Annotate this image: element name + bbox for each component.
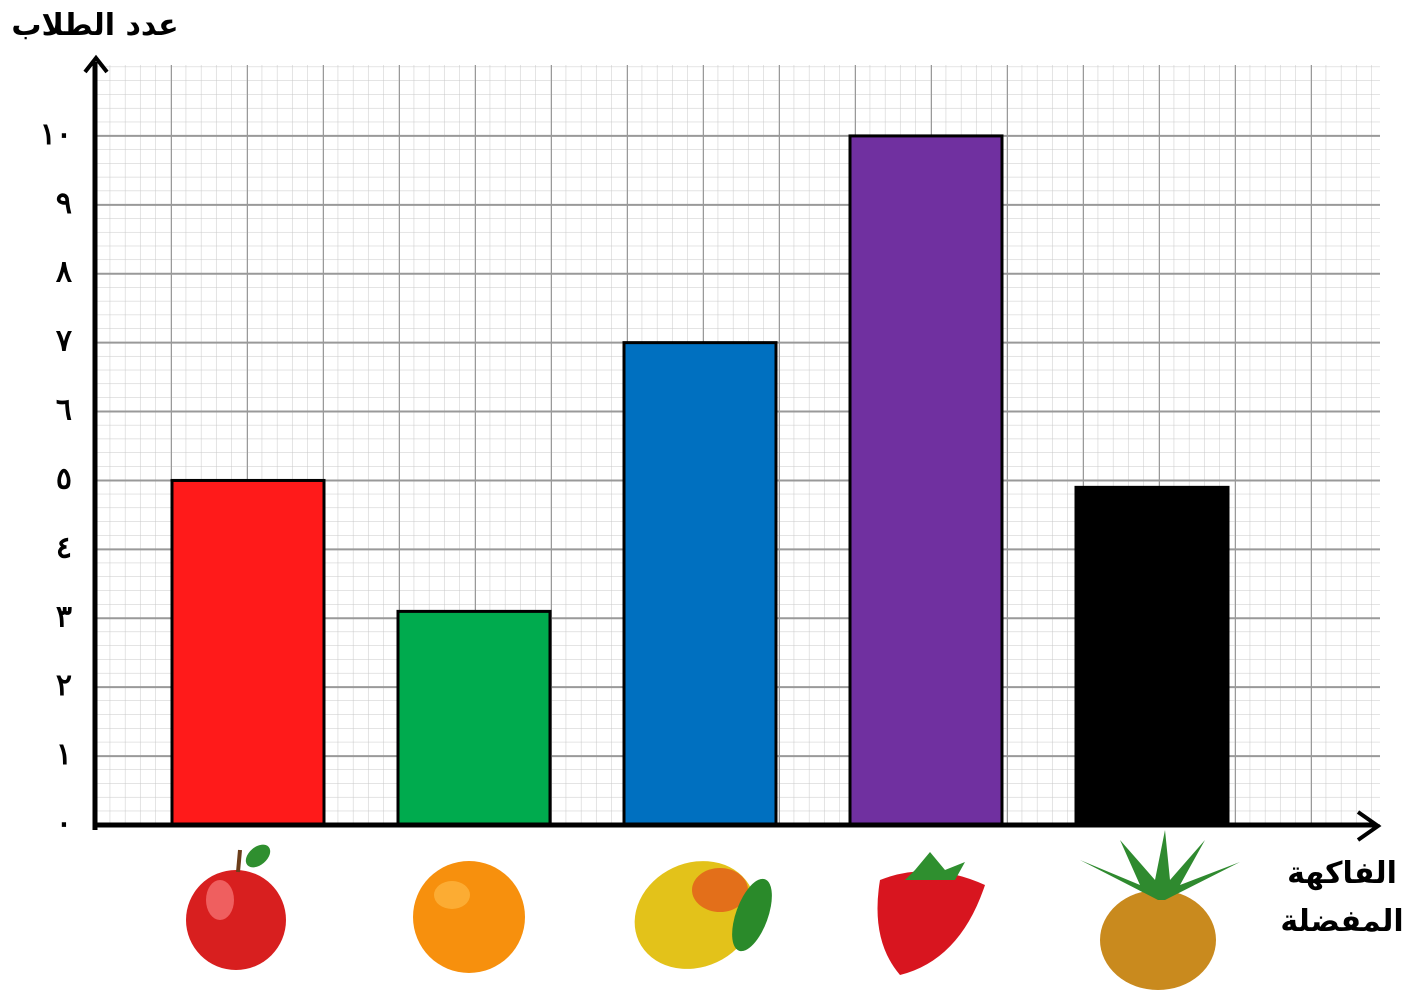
y-tick-label: ٣ [56,599,72,634]
y-tick-label: ١٠ [40,117,72,152]
orange-icon [413,861,525,973]
pineapple-icon [1080,830,1240,990]
y-axis-arrow [83,54,109,74]
bar [396,609,552,827]
bar [622,341,778,827]
y-tick-label: ٧ [56,324,73,359]
y-tick-label: ٩ [56,186,72,221]
y-axis-title: عدد الطلاب [11,8,179,43]
tick-group: ٠ ١ ٢ ٣ ٤ ٥ ٦ ٧ ٨ ٩ ١٠ [40,117,73,841]
y-tick-label: ٢ [56,668,72,703]
x-axis-arrow [1356,810,1382,842]
bar [170,478,326,827]
apple-icon [186,844,286,970]
bar-group [170,134,1230,827]
y-tick-label: ٥ [56,461,72,496]
y-tick-label: ٨ [56,255,73,290]
x-axis-title: الفاكهة المفضلة [1280,856,1404,939]
bar [848,134,1004,827]
y-tick-label: ٤ [56,530,72,565]
bar [1074,485,1230,827]
y-tick-label: ٦ [56,393,72,428]
y-tick-label: ١ [56,737,72,772]
mango-icon [634,861,772,969]
y-tick-label: ٠ [56,806,72,841]
strawberry-icon [877,852,985,975]
